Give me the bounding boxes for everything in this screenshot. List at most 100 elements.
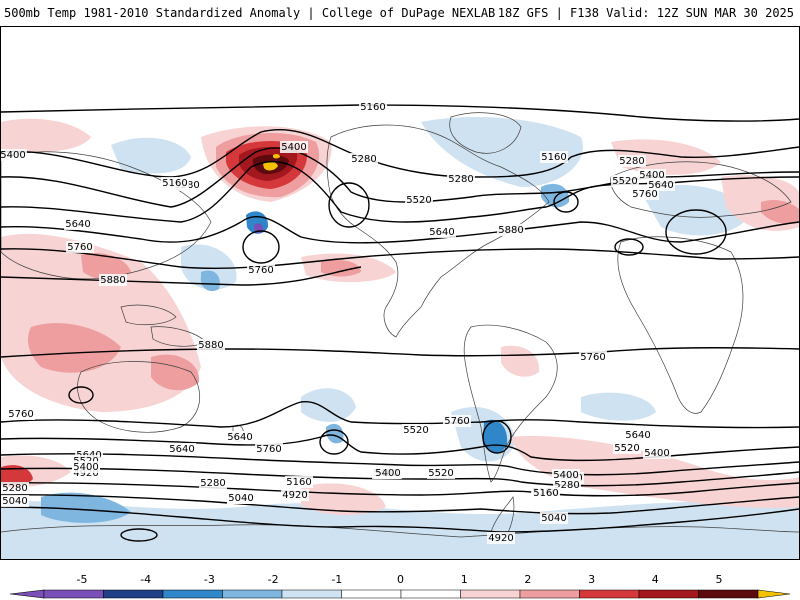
- anomaly-area-neg1: [421, 117, 583, 187]
- contour-label: 5520: [613, 442, 641, 454]
- contour-label: 5400: [552, 469, 580, 481]
- coastline-north-america: [326, 124, 550, 338]
- contour-label-backing: [350, 153, 378, 165]
- contour-label-text: 5760: [256, 444, 281, 455]
- colorbar-tick-label: 0: [397, 573, 404, 586]
- closed-low-contour: [482, 420, 512, 454]
- contour-label-text: 5520: [406, 195, 431, 206]
- contour-label-text: 5640: [625, 430, 650, 441]
- contour-label-text: 4920: [488, 533, 513, 544]
- contour-label-backing: [7, 408, 35, 420]
- contour-label-text: 5400: [73, 462, 98, 473]
- contour-label-text: 5880: [198, 340, 223, 351]
- contour-label-backing: [161, 177, 189, 189]
- anomaly-area-pos1: [501, 345, 540, 377]
- contour-label: 5760: [631, 188, 659, 200]
- contour-label-backing: [1, 482, 29, 494]
- contour-label-text: 5880: [498, 225, 523, 236]
- contour-label: 5400: [638, 169, 666, 181]
- contour-line: [1, 494, 799, 515]
- anomaly-area-extreme: [273, 153, 280, 159]
- closed-low-contour: [120, 528, 158, 542]
- colorbar-swatch: [400, 589, 461, 599]
- contour-label-backing: [247, 264, 275, 276]
- contour-label: 5400: [280, 141, 308, 153]
- colorbar-swatch: [460, 589, 521, 599]
- contour-line: [1, 248, 799, 270]
- contour-label-text: 5160: [541, 152, 566, 163]
- colorbar-swatch: [103, 589, 164, 599]
- colorbar-tick-label: 5: [716, 573, 723, 586]
- contour-label-text: 5400: [639, 170, 664, 181]
- coastline-asia: [1, 151, 212, 280]
- colorbar-swatch: [519, 589, 580, 599]
- anomaly-area-pos2: [321, 260, 361, 277]
- anomaly-area-neg1: [111, 137, 191, 174]
- contour-label-text: 5640: [65, 219, 90, 230]
- contour-label: 5880: [197, 339, 225, 351]
- coastline-antarctica: [1, 524, 799, 538]
- contour-label: 5040: [227, 492, 255, 504]
- contour-label-backing: [99, 274, 127, 286]
- contour-label-backing: [64, 218, 92, 230]
- contour-label-backing: [285, 476, 313, 488]
- contour-label-text: 4920: [282, 490, 307, 501]
- contour-label-text: 5400: [644, 448, 669, 459]
- contour-label-text: 5760: [444, 416, 469, 427]
- contour-label: 5520: [611, 175, 639, 187]
- anomaly-shading: [1, 117, 799, 559]
- contour-label-text: 5400: [375, 468, 400, 479]
- coastline-antarctic-peninsula: [490, 496, 515, 538]
- colorbar-tick-label: -4: [140, 573, 151, 586]
- map-title: 500mb Temp 1981-2010 Standardized Anomal…: [4, 6, 496, 20]
- contour-label: 5160: [285, 476, 313, 488]
- anomaly-area-neg1: [581, 392, 656, 421]
- colorbar-tick-label: -5: [77, 573, 88, 586]
- contour-label: 5760: [66, 241, 94, 253]
- anomaly-area-neg1: [41, 492, 131, 523]
- contour-label-backing: [631, 188, 659, 200]
- colorbar-swatch: [222, 589, 283, 599]
- contour-label: 5280: [618, 155, 646, 167]
- coastline-greenland: [449, 112, 522, 154]
- colorbar-tick-labels: -5 -4 -3 -2 -1 0 1 2 3 4 5: [77, 573, 723, 586]
- anomaly-area-neg2: [541, 183, 570, 208]
- contour-label-text: 5520: [428, 468, 453, 479]
- contour-label: 5520: [405, 194, 433, 206]
- contour-label-backing: [226, 431, 254, 443]
- anomaly-area-neg2: [200, 270, 220, 292]
- contour-label: 5760: [579, 351, 607, 363]
- contour-label: 5520: [402, 424, 430, 436]
- closed-low-contour: [553, 191, 579, 213]
- contour-label: 5160: [359, 101, 387, 113]
- colorbar-tick-label: 1: [461, 573, 468, 586]
- contour-label: 5280: [1, 482, 29, 494]
- colorbar-tick-label: -2: [268, 573, 279, 586]
- contour-line: [1, 129, 799, 178]
- colorbar-tick-label: 2: [524, 573, 531, 586]
- contour-label-backing: [197, 339, 225, 351]
- map-panel: 5160540052805400528051605280552056405160…: [0, 26, 800, 560]
- contour-label-backing: [487, 532, 515, 544]
- anomaly-area-pos1: [1, 118, 91, 152]
- contour-label-text: 5640: [227, 432, 252, 443]
- contour-label: 5400: [1, 149, 27, 161]
- contour-label: 5280: [350, 153, 378, 165]
- contour-line: [1, 434, 799, 462]
- anomaly-area-pos2: [28, 323, 121, 373]
- contour-line: [1, 453, 799, 476]
- anomaly-area-neg2: [326, 423, 344, 444]
- colorbar-swatches: [9, 589, 791, 599]
- contour-label-backing: [227, 492, 255, 504]
- contour-label-backing: [624, 429, 652, 441]
- contour-label-text: 5760: [580, 352, 605, 363]
- contour-label: 4920: [281, 489, 309, 501]
- contour-label-backing: [613, 442, 641, 454]
- colorbar-swatch: [162, 589, 223, 599]
- anomaly-area-pos1: [301, 483, 386, 516]
- colorbar-swatch: [579, 589, 640, 599]
- coastline-africa: [617, 236, 744, 414]
- contour-label-text: 5280: [554, 480, 579, 491]
- closed-low-contour: [614, 238, 644, 256]
- contour-label-backing: [280, 141, 308, 153]
